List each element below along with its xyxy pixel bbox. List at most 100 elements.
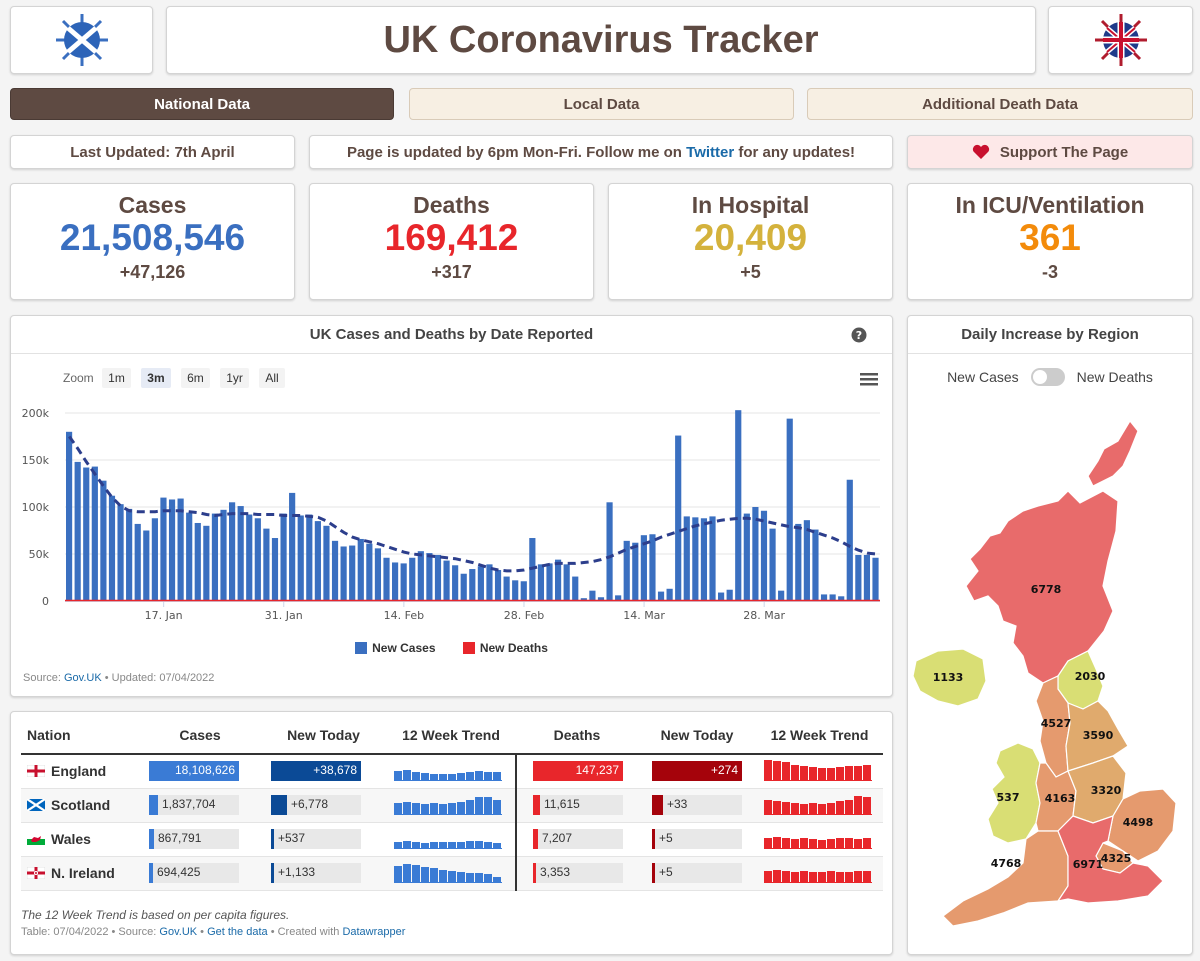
case-trend-sparkbars-bar <box>421 842 429 848</box>
case-bar <box>66 431 73 601</box>
update-note-pre: Page is updated by 6pm Mon-Fri. Follow m… <box>346 143 682 161</box>
case-bar <box>606 502 613 601</box>
region-south-west[interactable] <box>942 830 1069 927</box>
stat-card-hospital: In Hospital 20,409 +5 <box>608 183 893 300</box>
death-trend-sparkbars-bar <box>863 870 871 882</box>
case-bar <box>615 595 622 601</box>
label-wales: 537 <box>997 791 1020 804</box>
case-bar <box>735 410 742 601</box>
stat-value: 21,508,546 <box>59 217 246 258</box>
case-trend-sparkbars-bar <box>466 872 474 882</box>
tab-national-data[interactable]: National Data <box>10 88 394 120</box>
case-bar <box>623 540 630 601</box>
cases-bar-value: 867,791 <box>158 831 202 845</box>
region-scotland[interactable] <box>965 419 1139 684</box>
wales-flag-icon <box>27 832 45 848</box>
region-yorkshire[interactable] <box>1065 700 1129 772</box>
case-trend-sparkbars-bar <box>439 841 447 848</box>
nation-name: Wales <box>51 830 91 847</box>
region-south-east[interactable] <box>1056 815 1164 904</box>
case-trend-sparkbars-bar <box>484 796 492 814</box>
death-trend-sparkbars-bar <box>854 795 862 814</box>
region-wales[interactable] <box>987 742 1041 844</box>
hamburger-menu-icon[interactable] <box>860 372 878 386</box>
footer-table-label: Table: 07/04/2022 • Source: <box>21 926 157 938</box>
table-row: N. Ireland 694,425 +1,133 3,353 +5 <box>21 856 883 891</box>
get-data-link[interactable]: Get the data <box>207 926 268 938</box>
new-deaths-bar-value: +33 <box>667 797 688 811</box>
y-tick-label: 200k <box>22 407 50 420</box>
new-cases-bar-fill <box>271 795 287 815</box>
nation-name: England <box>51 762 107 779</box>
case-bar <box>426 553 433 601</box>
death-trend-sparkbars-bar <box>836 837 844 848</box>
death-trend-sparkbars-bar <box>809 871 817 882</box>
footer-separator: • <box>200 926 205 938</box>
case-trend-sparkbars-bar <box>448 802 456 814</box>
twitter-link[interactable]: Twitter <box>686 143 735 161</box>
source-link[interactable]: Gov.UK <box>63 672 102 684</box>
case-bar <box>726 589 733 601</box>
new-deaths-bar-value: +5 <box>659 831 673 845</box>
support-button[interactable]: Support The Page <box>907 135 1193 169</box>
case-bar <box>795 523 802 601</box>
case-bar <box>83 467 90 601</box>
legend-deaths-label[interactable]: New Deaths <box>479 641 548 655</box>
deaths-bar: 147,237 <box>533 761 623 782</box>
deaths-bar: 7,207 <box>533 829 623 849</box>
cases-bar: 867,791 <box>149 829 239 849</box>
zoom-3m-button[interactable]: 3m <box>141 368 171 388</box>
case-bar <box>117 504 124 601</box>
nations-table: Nation Cases New Today 12 Week Trend Dea… <box>21 716 883 891</box>
death-trend-sparkbars-bar <box>800 870 808 882</box>
zoom-1yr-button[interactable]: 1yr <box>220 368 249 388</box>
region-northern-ireland[interactable] <box>912 648 987 707</box>
case-bar <box>829 594 836 601</box>
stat-card-deaths: Deaths 169,412 +317 <box>309 183 594 300</box>
y-tick-label: 50k <box>29 548 50 561</box>
case-bar <box>314 521 321 601</box>
case-trend-sparkbars-bar <box>403 840 411 848</box>
zoom-1m-button[interactable]: 1m <box>102 368 131 388</box>
zoom-6m-button[interactable]: 6m <box>181 368 210 388</box>
stat-change: -3 <box>1041 261 1058 282</box>
cases-bar-fill <box>149 829 154 849</box>
cases-deaths-toggle[interactable] <box>1030 368 1065 386</box>
scotland-virus-icon <box>55 14 108 66</box>
case-bar <box>709 516 716 601</box>
footer-created-label: • Created with <box>270 926 340 938</box>
case-bar <box>666 588 673 601</box>
tab-local-data[interactable]: Local Data <box>409 88 794 120</box>
header-nation: Nation <box>21 716 139 755</box>
case-trend-sparkbars-bar <box>403 769 411 780</box>
footer-source-link[interactable]: Gov.UK <box>159 926 198 938</box>
help-icon[interactable]: ? <box>851 327 867 343</box>
case-bar <box>289 492 296 601</box>
new-cases-bar-fill <box>271 863 274 883</box>
cases-bar-value: 1,837,704 <box>162 797 216 811</box>
tab-additional-death-data[interactable]: Additional Death Data <box>807 88 1193 120</box>
case-bar <box>494 569 502 601</box>
chart-source: Source: Gov.UK • Updated: 07/04/2022 <box>23 672 214 684</box>
datawrapper-link[interactable]: Datawrapper <box>342 926 406 938</box>
death-trend-sparkbars-bar <box>809 838 817 848</box>
death-trend-sparkbars-bar <box>854 765 862 780</box>
nations-table-panel: Nation Cases New Today 12 Week Trend Dea… <box>10 711 893 955</box>
region-east-of-england[interactable] <box>1107 788 1177 862</box>
source-label: Source: <box>23 672 61 684</box>
update-note-post: for any updates! <box>738 143 856 161</box>
case-bar <box>100 480 107 601</box>
case-trend-sparkbars-bar <box>466 799 474 814</box>
legend-cases-label[interactable]: New Cases <box>372 641 436 655</box>
death-trend-sparkbars-bar <box>836 766 844 780</box>
case-bar <box>254 518 261 601</box>
new-deaths-bar: +5 <box>652 863 742 883</box>
deaths-bar-fill <box>533 795 540 815</box>
new-cases-bar-value: +537 <box>278 831 306 845</box>
zoom-all-button[interactable]: All <box>259 368 285 388</box>
death-trend-sparkbars-bar <box>818 767 826 780</box>
case-trend-sparkbars-bar <box>457 871 465 882</box>
case-bar <box>452 565 459 601</box>
case-bar <box>203 525 210 601</box>
deaths-bar-value: 7,207 <box>542 831 573 845</box>
